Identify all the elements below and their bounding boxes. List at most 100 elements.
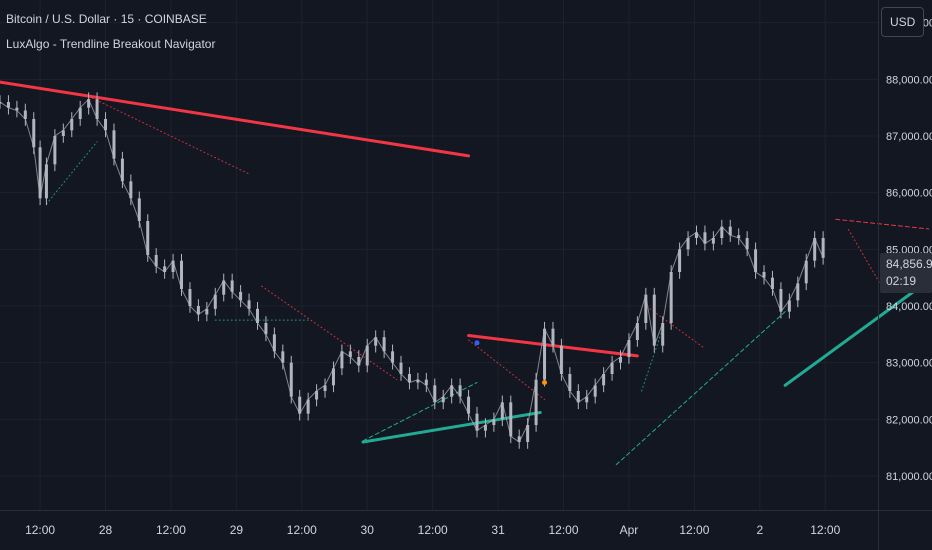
candle-body — [424, 379, 428, 386]
candle-body — [374, 337, 378, 346]
candle-body — [315, 391, 319, 400]
candle-body — [44, 164, 48, 199]
breakout-marker — [474, 340, 480, 346]
candle-body — [619, 357, 623, 363]
chart-grid — [0, 0, 878, 510]
candle-body — [306, 399, 310, 414]
candle-body — [534, 379, 538, 425]
candle-body — [112, 130, 116, 159]
price-tick-label: 83,000.00 — [886, 358, 932, 370]
candle-body — [728, 226, 732, 236]
candle-body — [15, 107, 19, 111]
candle-body — [635, 323, 639, 340]
trendline — [835, 218, 930, 230]
candle-body — [38, 147, 42, 199]
candle-body — [154, 255, 158, 267]
candle-body — [298, 396, 302, 414]
candle-body — [163, 266, 167, 272]
price-tick-label: 84,000.00 — [886, 301, 932, 313]
candle-body — [475, 413, 479, 431]
candle-body — [6, 102, 10, 108]
candle-body — [585, 396, 589, 403]
last-price: 84,856.95 — [886, 257, 932, 271]
candle-body — [137, 198, 141, 221]
trendline — [847, 229, 887, 296]
trendline — [261, 285, 398, 381]
candle-body — [382, 337, 386, 352]
candle-body — [787, 300, 791, 312]
time-tick-label: Apr — [620, 523, 639, 537]
candle-body — [813, 238, 817, 261]
candle-body — [804, 260, 808, 284]
candle-body — [32, 119, 36, 148]
candle-body — [661, 323, 665, 346]
trendline — [45, 141, 98, 205]
candle-body — [762, 272, 766, 278]
candle-body — [357, 357, 361, 366]
candle-body — [180, 260, 184, 289]
candle-body — [53, 136, 57, 165]
candle-body — [694, 232, 698, 238]
candle-body — [78, 107, 82, 119]
candle-body — [365, 345, 369, 366]
candle-body — [264, 323, 268, 335]
price-tick-label: 85,000.00 — [886, 244, 932, 256]
time-tick-label: 2 — [756, 523, 763, 537]
candle-body — [509, 402, 513, 437]
chart-title: Bitcoin / U.S. Dollar · 15 · COINBASE — [6, 12, 207, 26]
candle-body — [669, 272, 673, 323]
price-line — [0, 98, 824, 443]
candle-body — [703, 232, 707, 244]
candle-body — [500, 402, 504, 420]
trendline — [468, 339, 546, 400]
candle-body — [255, 308, 259, 323]
candle-body — [331, 368, 335, 386]
trendline — [783, 279, 931, 387]
currency-button[interactable]: USD — [881, 7, 924, 37]
trendline — [88, 95, 250, 175]
candle-body — [213, 294, 217, 309]
breakout-markers — [474, 340, 548, 385]
candle-body — [644, 294, 648, 323]
candle-body — [492, 419, 496, 425]
candle-body — [737, 235, 741, 238]
candle-body — [222, 280, 226, 295]
candle-body — [95, 99, 99, 119]
time-tick-label: 28 — [99, 523, 113, 537]
candle-body — [610, 362, 614, 374]
candle-body — [205, 308, 209, 315]
candle-body — [517, 436, 521, 442]
candle-body — [281, 351, 285, 363]
candle-body — [754, 249, 758, 272]
indicator-name[interactable]: LuxAlgo - Trendline Breakout Navigator — [6, 37, 216, 51]
candle-body — [821, 238, 825, 258]
candle-body — [568, 374, 572, 391]
candle-body — [104, 119, 108, 131]
candle-body — [770, 277, 774, 289]
time-tick-label: 29 — [230, 523, 244, 537]
trendline — [362, 382, 478, 442]
price-tick-label: 87,000.00 — [886, 131, 932, 143]
candle-body — [23, 110, 27, 119]
candle-body — [779, 289, 783, 312]
candle-body — [416, 379, 420, 383]
candle-body — [652, 294, 656, 346]
candle-body — [551, 328, 555, 346]
candle-body — [323, 385, 327, 391]
trendline — [649, 308, 706, 349]
time-tick-label: 31 — [491, 523, 505, 537]
price-tick-label: 82,000.00 — [886, 414, 932, 426]
time-tick-label: 12:00 — [25, 523, 55, 537]
time-tick-label: 12:00 — [810, 523, 840, 537]
price-axis: 89,000.0088,000.0087,000.0086,000.0085,0… — [886, 18, 932, 483]
candle-body — [239, 291, 243, 301]
candle-body — [559, 345, 563, 374]
candle-body — [87, 99, 91, 108]
candle-body — [230, 280, 234, 292]
candle-body — [61, 130, 65, 136]
candle-body — [576, 391, 580, 403]
time-tick-label: 12:00 — [156, 523, 186, 537]
candle-body — [247, 300, 251, 309]
candle-body — [458, 385, 462, 397]
